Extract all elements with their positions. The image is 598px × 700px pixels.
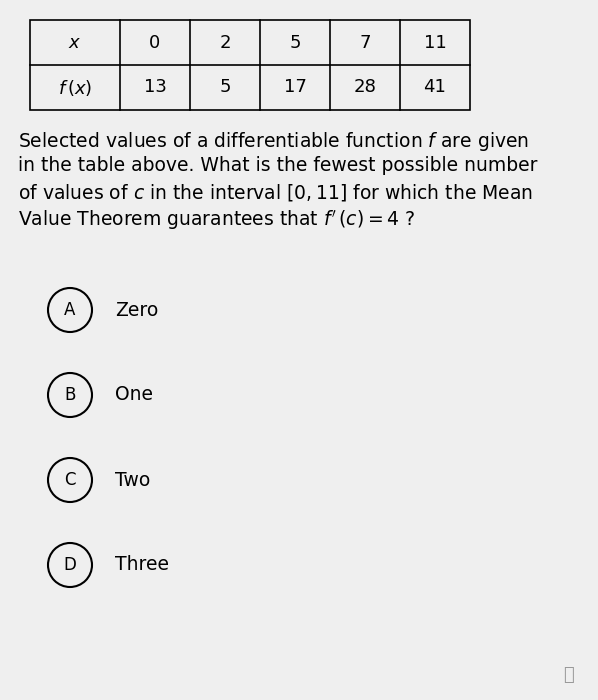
Text: 5: 5: [289, 34, 301, 52]
Text: $x$: $x$: [68, 34, 82, 52]
Text: Selected values of a differentiable function $f$ are given: Selected values of a differentiable func…: [18, 130, 529, 153]
Text: Three: Three: [115, 556, 169, 575]
Text: $f\,(x)$: $f\,(x)$: [58, 78, 92, 97]
Text: 41: 41: [423, 78, 447, 97]
Text: 🖊: 🖊: [563, 666, 573, 684]
Text: 0: 0: [150, 34, 161, 52]
Text: in the table above. What is the fewest possible number: in the table above. What is the fewest p…: [18, 156, 538, 175]
Text: 5: 5: [219, 78, 231, 97]
Text: of values of $c$ in the interval $[0, 11]$ for which the Mean: of values of $c$ in the interval $[0, 11…: [18, 182, 533, 203]
Text: Value Theorem guarantees that $f'\,(c) = 4$ ?: Value Theorem guarantees that $f'\,(c) =…: [18, 208, 415, 232]
Text: Zero: Zero: [115, 300, 158, 319]
Text: Two: Two: [115, 470, 150, 489]
Text: One: One: [115, 386, 153, 405]
Text: 11: 11: [423, 34, 446, 52]
Text: 28: 28: [353, 78, 376, 97]
Text: D: D: [63, 556, 77, 574]
Text: 7: 7: [359, 34, 371, 52]
Text: A: A: [65, 301, 76, 319]
Text: 17: 17: [283, 78, 306, 97]
Text: 13: 13: [144, 78, 166, 97]
Bar: [30, 20, 470, 110]
Text: 2: 2: [219, 34, 231, 52]
Text: C: C: [64, 471, 76, 489]
Text: B: B: [65, 386, 76, 404]
